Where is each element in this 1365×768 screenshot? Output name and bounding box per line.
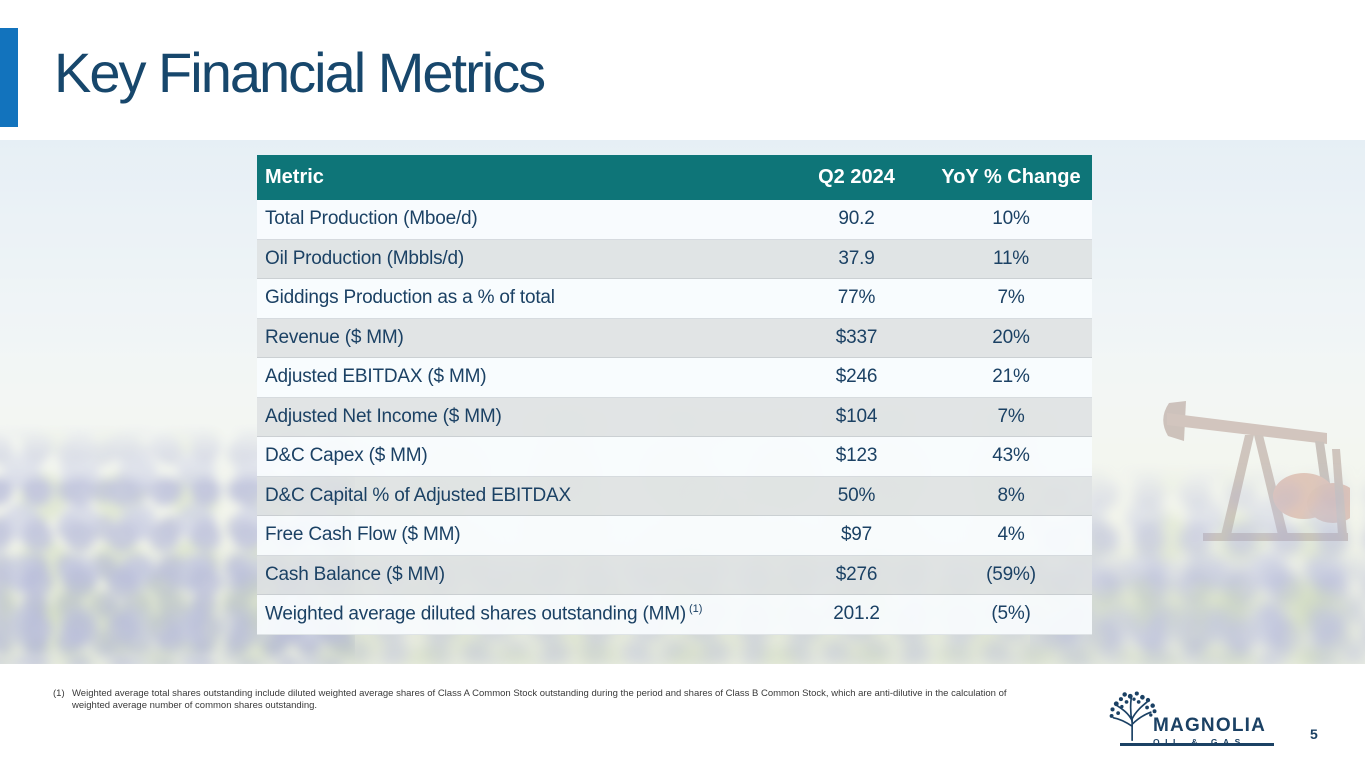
yoy-change-value-cell: (5%) [991, 603, 1031, 625]
header-metric: Metric [265, 166, 324, 188]
q2-2024-value-cell: 77% [837, 287, 876, 309]
table-header-row: Metric Q2 2024 YoY % Change [257, 155, 1092, 200]
footnote-text: Weighted average total shares outstandin… [72, 688, 1007, 711]
metric-cell: Adjusted Net Income ($ MM) [265, 405, 502, 427]
yoy-change-value-cell: 10% [992, 208, 1030, 230]
q2-2024-value-cell: 201.2 [833, 603, 880, 625]
yoy-change-value-cell: 11% [992, 247, 1030, 269]
table-row: Free Cash Flow ($ MM) $97 4% [257, 516, 1092, 556]
q2-2024-value-cell: 50% [837, 484, 876, 506]
q2-2024-value-cell: $276 [835, 563, 878, 585]
q2-2024-value-cell: 90.2 [838, 208, 875, 230]
q2-2024-value-cell: $104 [835, 405, 878, 427]
table-row: D&C Capex ($ MM) $123 43% [257, 437, 1092, 477]
header-yoy-change: YoY % Change [941, 166, 1081, 188]
metric-cell: Free Cash Flow ($ MM) [265, 524, 461, 546]
pumpjack-illustration [1163, 401, 1350, 541]
yoy-change-value-cell: 20% [992, 326, 1030, 348]
magnolia-tree-logo-icon [1109, 691, 1157, 742]
footnote-marker: (1) [53, 688, 65, 699]
q2-2024-value-cell: $337 [835, 326, 878, 348]
footnote: (1) Weighted average total shares outsta… [53, 688, 1028, 712]
table-body: Total Production (Mboe/d) 90.2 10% Oil Prod… [257, 200, 1092, 635]
logo-wordmark: MAGNOLIA OIL & GAS [1153, 715, 1273, 747]
page-title: Key Financial Metrics [54, 41, 546, 104]
logo-brand-subtitle: OIL & GAS [1153, 737, 1246, 747]
table-row: D&C Capital % of Adjusted EBITDAX 50% 8% [257, 476, 1092, 516]
logo-brand-name: MAGNOLIA [1153, 715, 1267, 736]
yoy-change-value-cell: 7% [997, 287, 1025, 309]
page-number: 5 [1310, 726, 1318, 742]
metric-cell: Adjusted EBITDAX ($ MM) [265, 366, 487, 388]
q2-2024-value-cell: $97 [840, 524, 873, 546]
q2-2024-value-cell: $246 [835, 366, 878, 388]
metric-cell: Revenue ($ MM) [265, 326, 404, 348]
metric-cell: Total Production (Mboe/d) [265, 208, 478, 230]
yoy-change-value-cell: (59%) [986, 563, 1036, 585]
metric-cell: D&C Capital % of Adjusted EBITDAX [265, 484, 571, 506]
table-row: Giddings Production as a % of total 77% 7% [257, 279, 1092, 319]
metric-cell: Giddings Production as a % of total [265, 287, 555, 309]
metric-cell: Weighted average diluted shares outstand… [265, 603, 703, 625]
metric-cell: D&C Capex ($ MM) [265, 445, 428, 467]
table-row: Adjusted Net Income ($ MM) $104 7% [257, 397, 1092, 437]
table-row: Oil Production (Mbbls/d) 37.9 11% [257, 239, 1092, 279]
header-q2-2024: Q2 2024 [818, 166, 895, 188]
table-row: Total Production (Mboe/d) 90.2 10% [257, 200, 1092, 240]
yoy-change-value-cell: 21% [992, 366, 1030, 388]
key-financial-metrics-table: Metric Q2 2024 YoY % Change Total Produc… [257, 155, 1092, 635]
q2-2024-value-cell: 37.9 [838, 247, 875, 269]
table-row: Adjusted EBITDAX ($ MM) $246 21% [257, 358, 1092, 398]
title-accent-bar [0, 28, 18, 127]
table-row: Cash Balance ($ MM) $276 (59%) [257, 555, 1092, 595]
magnolia-logo: MAGNOLIA OIL & GAS [1106, 686, 1278, 748]
q2-2024-value-cell: $123 [835, 445, 878, 467]
metric-cell: Oil Production (Mbbls/d) [265, 247, 464, 269]
metric-cell: Cash Balance ($ MM) [265, 563, 445, 585]
yoy-change-value-cell: 43% [992, 445, 1030, 467]
table-row: Revenue ($ MM) $337 20% [257, 318, 1092, 358]
logo-underline [1120, 743, 1274, 746]
table-row: Weighted average diluted shares outstand… [257, 595, 1092, 635]
yoy-change-value-cell: 7% [997, 405, 1025, 427]
footnote-reference-superscript: (1) [685, 603, 703, 616]
yoy-change-value-cell: 4% [997, 524, 1025, 546]
yoy-change-value-cell: 8% [997, 484, 1025, 506]
